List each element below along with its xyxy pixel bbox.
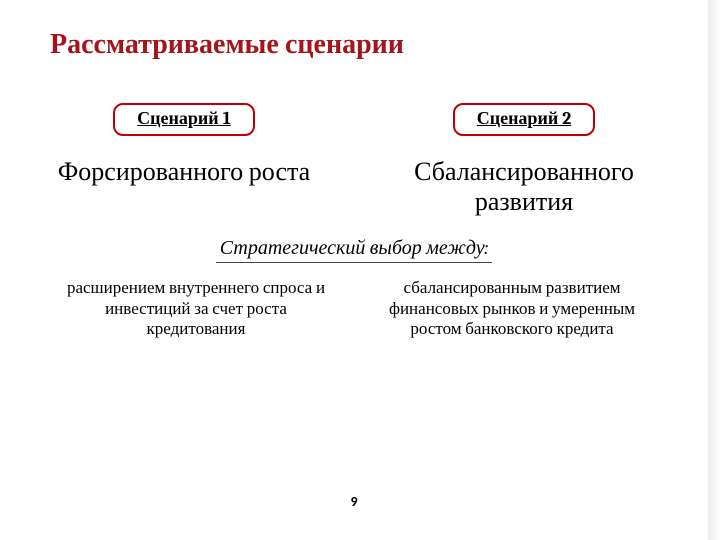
scenario-badge: Сценарий 1 [113, 103, 255, 136]
strategic-label: Стратегический выбор между: [216, 236, 493, 263]
page-number: 9 [0, 493, 708, 510]
scenario-description: сбалансированным развитием финансовых ры… [377, 279, 647, 341]
scenarios-row: Сценарий 1 Форсированного роста Сценарий… [10, 103, 698, 218]
scenario-description: расширением внутреннего спроса и инвести… [61, 279, 331, 341]
slide-title: Рассматриваемые сценарии [10, 28, 698, 61]
scenario-column: Сценарий 1 Форсированного роста [54, 103, 314, 218]
scenario-headline: Форсированного роста [58, 158, 310, 188]
scenario-badge: Сценарий 2 [453, 103, 596, 136]
scenario-headline: Сбалансированного развития [394, 158, 654, 218]
right-accent-bar [708, 0, 720, 540]
descriptions-row: расширением внутреннего спроса и инвести… [10, 279, 698, 341]
slide-content: Рассматриваемые сценарии Сценарий 1 Форс… [0, 0, 708, 540]
scenario-column: Сценарий 2 Сбалансированного развития [394, 103, 654, 218]
strategic-label-wrap: Стратегический выбор между: [10, 236, 698, 263]
